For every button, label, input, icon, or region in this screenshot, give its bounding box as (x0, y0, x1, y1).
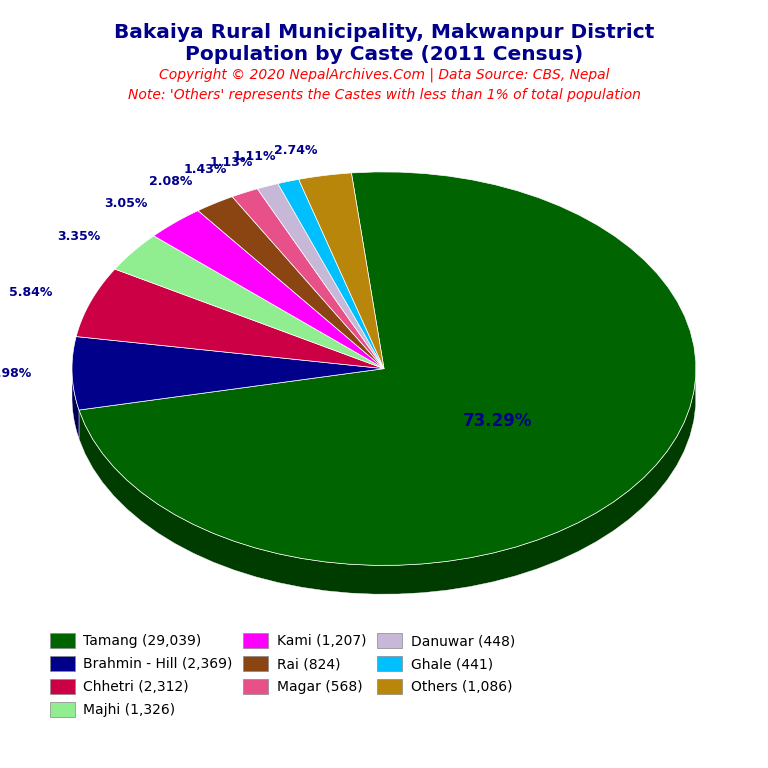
Text: Copyright © 2020 NepalArchives.Com | Data Source: CBS, Nepal: Copyright © 2020 NepalArchives.Com | Dat… (159, 68, 609, 82)
Text: Population by Caste (2011 Census): Population by Caste (2011 Census) (185, 45, 583, 64)
Text: Note: 'Others' represents the Castes with less than 1% of total population: Note: 'Others' represents the Castes wit… (127, 88, 641, 102)
Text: 5.84%: 5.84% (9, 286, 52, 300)
PathPatch shape (115, 236, 384, 369)
PathPatch shape (72, 369, 79, 439)
PathPatch shape (299, 173, 384, 369)
PathPatch shape (79, 377, 696, 594)
PathPatch shape (232, 189, 384, 369)
PathPatch shape (79, 172, 696, 565)
Text: 3.35%: 3.35% (57, 230, 101, 243)
Text: 1.13%: 1.13% (209, 156, 253, 169)
Text: 73.29%: 73.29% (463, 412, 532, 429)
Text: 1.11%: 1.11% (232, 151, 276, 164)
Legend: Tamang (29,039), Brahmin - Hill (2,369), Chhetri (2,312), Majhi (1,326), Kami (1: Tamang (29,039), Brahmin - Hill (2,369),… (45, 629, 519, 721)
Text: 5.98%: 5.98% (0, 368, 31, 380)
PathPatch shape (72, 336, 384, 410)
PathPatch shape (198, 197, 384, 369)
PathPatch shape (257, 184, 384, 369)
Text: 2.08%: 2.08% (150, 175, 193, 188)
PathPatch shape (278, 180, 384, 369)
Text: 2.74%: 2.74% (273, 144, 317, 157)
Text: Bakaiya Rural Municipality, Makwanpur District: Bakaiya Rural Municipality, Makwanpur Di… (114, 23, 654, 42)
PathPatch shape (76, 269, 384, 369)
Text: 3.05%: 3.05% (104, 197, 147, 210)
PathPatch shape (154, 210, 384, 369)
Text: 1.43%: 1.43% (184, 163, 227, 176)
